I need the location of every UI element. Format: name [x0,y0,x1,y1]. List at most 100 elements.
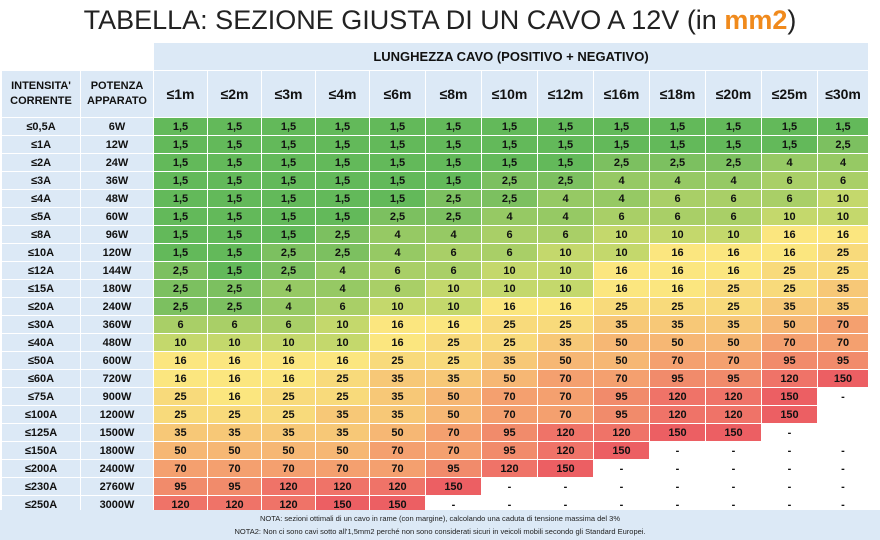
power-cell: 180W [80,279,154,298]
section-cell: 1,5 [593,117,650,136]
section-cell: 10 [315,333,370,352]
section-cell: - [537,477,594,496]
section-cell: 1,5 [153,117,208,136]
section-cell: 1,5 [261,117,316,136]
section-cell: 6 [369,279,426,298]
section-cell: 25 [425,333,482,352]
section-cell: 4 [261,297,316,316]
note-2: NOTA2: Non ci sono cavi sotto all'1,5mm2… [234,527,646,536]
section-cell: 16 [153,351,208,370]
section-cell: 50 [537,351,594,370]
section-cell: 120 [537,441,594,460]
section-cell: 35 [153,423,208,442]
power-cell: 12W [80,135,154,154]
section-cell: 150 [425,477,482,496]
section-cell: 1,5 [817,117,869,136]
section-cell: 150 [315,495,370,514]
section-cell: 10 [593,225,650,244]
current-cell: ≤250A [1,495,81,514]
table-row: ≤12A 144W 2,5 1,5 2,5 4 6 6 10 10 16 16 16 25 25 [1,261,869,280]
section-cell: 4 [649,171,706,190]
section-cell: 10 [153,333,208,352]
section-cell: 10 [817,189,869,208]
table-row: ≤20A 240W 2,5 2,5 4 6 10 10 16 16 25 25 25 35 35 [1,297,869,316]
section-cell: 120 [761,369,818,388]
section-cell: 95 [817,351,869,370]
section-cell: - [761,459,818,478]
section-cell: 1,5 [315,153,370,172]
power-cell: 1200W [80,405,154,424]
section-cell: 4 [537,189,594,208]
section-cell: 1,5 [207,189,262,208]
section-cell: 1,5 [261,225,316,244]
section-cell: 6 [315,297,370,316]
table-row: ≤150A 1800W 50 50 50 50 70 70 95 120 150- - - - [1,441,869,460]
current-cell: ≤15A [1,279,81,298]
power-cell: 240W [80,297,154,316]
section-cell: 120 [261,477,316,496]
section-cell: 10 [593,243,650,262]
section-cell: 6 [369,261,426,280]
section-cell: 16 [425,315,482,334]
section-cell: 16 [261,351,316,370]
section-cell: 16 [207,369,262,388]
section-cell: 1,5 [153,189,208,208]
section-cell: 1,5 [369,189,426,208]
section-cell: 50 [369,423,426,442]
table-row: ≤8A 96W 1,5 1,5 1,5 2,5 4 4 6 6 10 10 10 16 16 [1,225,869,244]
section-cell: 1,5 [537,135,594,154]
current-cell: ≤10A [1,243,81,262]
title-suffix: ) [787,5,797,35]
table-row: ≤200A 2400W 70 70 70 70 70 95 120 150- - - - - [1,459,869,478]
section-cell [817,423,869,442]
section-cell: 35 [481,351,538,370]
section-cell: 2,5 [705,153,762,172]
current-cell: ≤3A [1,171,81,190]
power-cell: 600W [80,351,154,370]
section-cell: 50 [649,333,706,352]
section-cell: 1,5 [425,153,482,172]
section-cell: 16 [761,225,818,244]
current-cell: ≤0,5A [1,117,81,136]
section-cell: 95 [705,369,762,388]
header-blank [1,42,154,71]
section-cell: - [761,423,818,442]
length-col-header: ≤30m [817,70,869,118]
section-cell: - [649,477,706,496]
section-cell: 16 [315,351,370,370]
section-cell: 16 [207,387,262,406]
section-cell: 1,5 [649,135,706,154]
section-cell: 150 [537,459,594,478]
power-cell: 360W [80,315,154,334]
section-cell: 2,5 [261,243,316,262]
section-cell: 1,5 [481,117,538,136]
table-row: ≤3A 36W 1,5 1,5 1,5 1,5 1,5 1,5 2,5 2,5 4 4 4 6 6 [1,171,869,190]
length-col-header: ≤10m [481,70,538,118]
section-cell: 150 [761,387,818,406]
section-cell: 2,5 [425,189,482,208]
section-cell: 35 [207,423,262,442]
table-row: ≤40A 480W 10 10 10 10 16 25 25 35 50 50 50 70 70 [1,333,869,352]
current-cell: ≤230A [1,477,81,496]
section-cell: 2,5 [153,261,208,280]
section-cell: - [817,441,869,460]
section-cell: 35 [369,387,426,406]
section-cell: 10 [649,225,706,244]
section-cell: 2,5 [817,135,869,154]
section-cell: 95 [425,459,482,478]
section-cell: 16 [705,261,762,280]
section-cell: 10 [481,261,538,280]
section-cell: 1,5 [207,117,262,136]
power-cell: 120W [80,243,154,262]
section-cell: 70 [481,387,538,406]
section-cell: 4 [817,153,869,172]
section-cell: 70 [817,315,869,334]
section-cell: 25 [817,261,869,280]
section-cell: 50 [481,369,538,388]
section-cell: 50 [315,441,370,460]
section-cell: - [817,477,869,496]
section-cell: 10 [261,333,316,352]
section-cell: - [705,477,762,496]
section-cell: - [481,495,538,514]
section-cell: 2,5 [207,297,262,316]
